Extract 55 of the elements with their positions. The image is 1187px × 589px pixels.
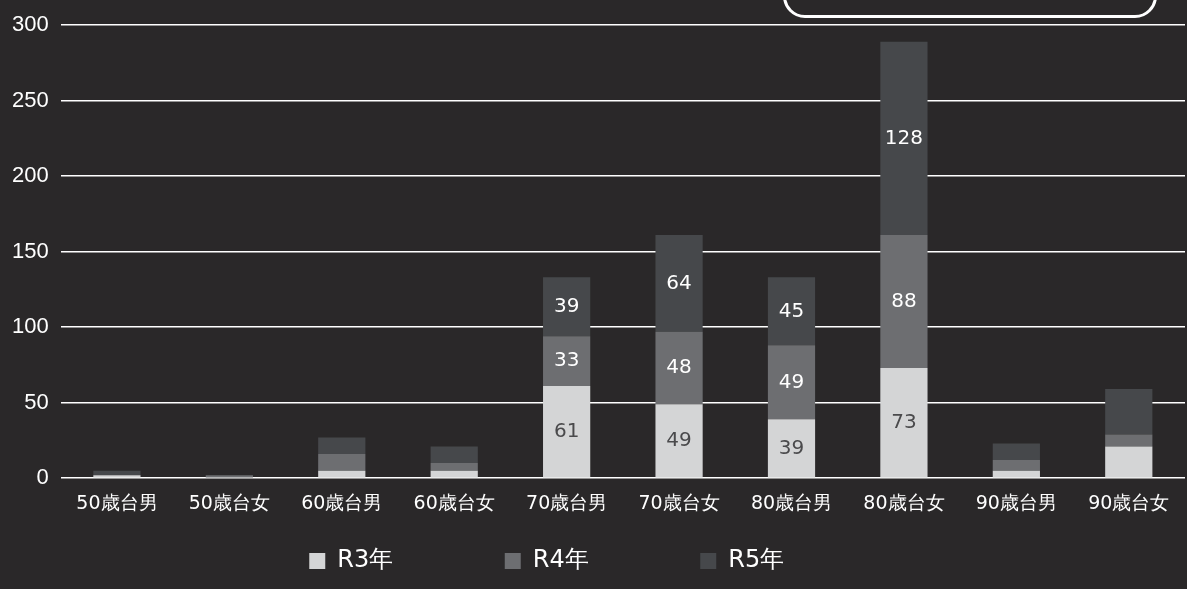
bar <box>992 460 1040 471</box>
bar <box>318 437 366 455</box>
bar <box>767 277 816 346</box>
x-tick-label: 60歳台女 <box>413 490 495 513</box>
bar <box>880 41 928 236</box>
bar <box>543 336 591 387</box>
legend-label: R4年 <box>532 545 681 574</box>
x-tick-label: 90歳台男 <box>975 490 1057 513</box>
bar <box>430 446 478 464</box>
bar <box>318 454 366 471</box>
bar <box>1105 389 1153 435</box>
data-label: 88 <box>891 287 917 312</box>
bar <box>430 463 478 471</box>
x-tick-label: 80歳台男 <box>750 490 833 513</box>
bar <box>655 331 703 405</box>
data-label: 45 <box>778 297 805 322</box>
data-label: 61 <box>553 417 580 442</box>
y-tick-label: 0 <box>36 464 49 490</box>
bar <box>767 419 816 478</box>
bar <box>655 404 703 478</box>
bar <box>93 470 141 476</box>
data-label: 49 <box>778 368 805 393</box>
y-tick-label: 50 <box>24 388 49 414</box>
bar <box>1105 434 1153 447</box>
data-label: 39 <box>553 293 580 318</box>
legend-label: R5年 <box>728 545 876 574</box>
legend-label: R3年 <box>337 545 485 574</box>
x-tick-label: 90歳台女 <box>1088 490 1170 513</box>
bar <box>767 345 816 420</box>
x-tick-label: 50歳台女 <box>188 490 270 513</box>
x-tick-label: 70歳台女 <box>638 490 720 513</box>
data-label: 64 <box>666 269 692 294</box>
x-tick-label: 70歳台男 <box>526 490 608 513</box>
data-label: 73 <box>891 408 917 433</box>
y-tick-label: 250 <box>11 86 49 112</box>
data-label: 33 <box>553 347 580 372</box>
bar <box>543 386 591 478</box>
x-tick-label: 80歳台女 <box>863 490 945 513</box>
bar <box>992 443 1040 461</box>
y-tick-label: 300 <box>11 11 49 37</box>
data-label: 49 <box>666 427 692 452</box>
x-tick-label: 60歳台男 <box>301 490 383 513</box>
data-label: 128 <box>884 124 924 149</box>
data-label: 39 <box>778 434 805 459</box>
x-tick-label: 50歳台男 <box>76 490 158 513</box>
bar <box>1105 446 1153 478</box>
y-tick-label: 100 <box>11 313 49 339</box>
y-tick-label: 200 <box>11 162 49 188</box>
bar <box>93 475 141 478</box>
data-label: 48 <box>666 354 692 379</box>
bar <box>880 367 928 478</box>
bar <box>655 235 703 332</box>
bar <box>543 277 591 337</box>
bar <box>880 235 928 368</box>
y-tick-label: 150 <box>11 237 49 263</box>
